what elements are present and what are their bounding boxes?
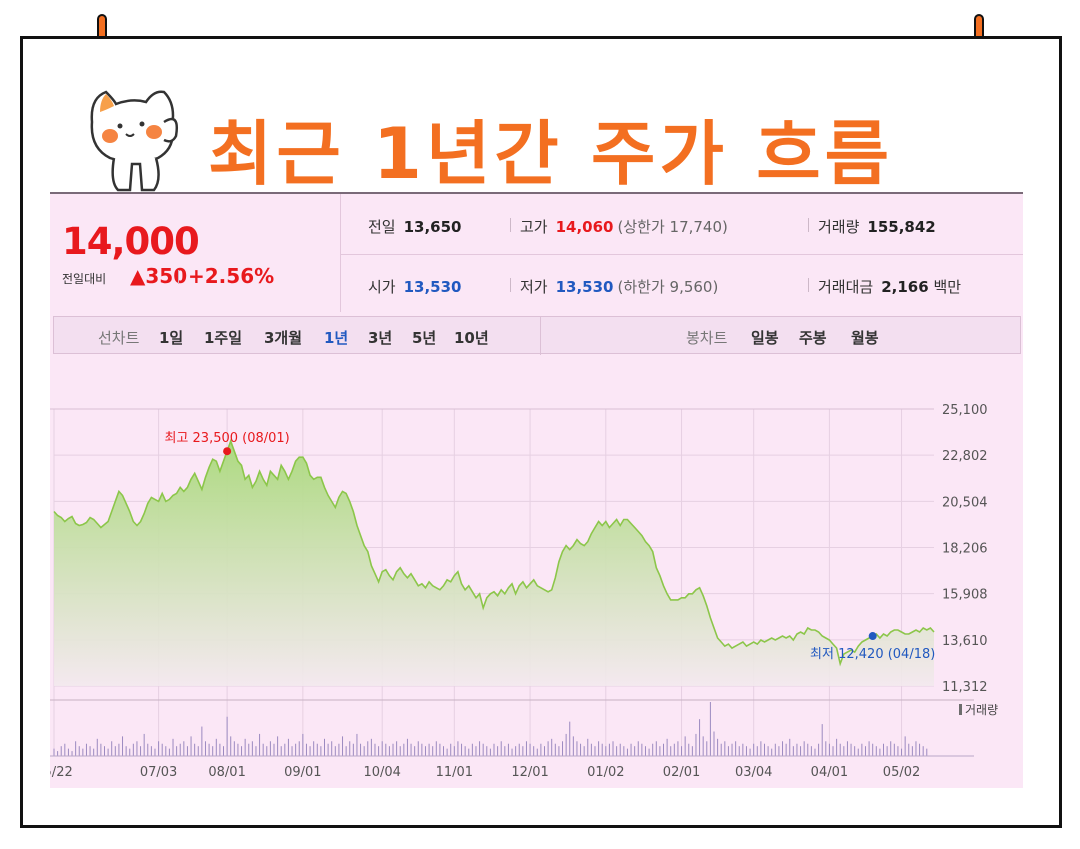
stat-high: 고가 14,060 (상한가 17,740): [520, 216, 728, 237]
x-tick-label: 02/01: [663, 765, 700, 780]
y-tick-label: 13,610: [942, 634, 988, 649]
tab-3y[interactable]: 3년: [368, 329, 393, 347]
tab-5y[interactable]: 5년: [412, 329, 437, 347]
chart-tabbar: 선차트 1일 1주일 3개월 1년 3년 5년 10년 봉차트 일봉 주봉 월봉: [53, 316, 1021, 355]
stat-prev: 전일 13,650: [368, 216, 462, 237]
stat-volume-label: 거래량: [818, 218, 860, 236]
low-marker: [868, 632, 877, 641]
tabbar-divider: [540, 317, 541, 355]
stat-amount: 거래대금 2,166 백만: [818, 276, 961, 297]
x-tick-label: 07/03: [140, 765, 177, 780]
y-tick-label: 11,312: [942, 680, 988, 695]
divider: [510, 278, 511, 292]
low-annotation: 최저 12,420 (04/18): [810, 647, 935, 662]
stock-panel: 14,000 전일대비 ▲350 +2.56% 전일 13,650 고가 14,06…: [50, 192, 1023, 788]
stat-high-label: 고가: [520, 218, 548, 236]
x-tick-label: 03/04: [735, 765, 772, 780]
cat-mascot-icon: [84, 82, 184, 198]
line-chart-label: 선차트: [98, 329, 140, 347]
price-area: [54, 441, 934, 686]
divider: [178, 270, 179, 284]
stat-low-sub: (하한가 9,560): [617, 278, 719, 296]
stat-amount-label: 거래대금: [818, 278, 874, 296]
x-tick-label: 04/01: [811, 765, 848, 780]
stat-high-sub: (상한가 17,740): [617, 218, 728, 236]
y-tick-label: 18,206: [942, 542, 988, 557]
high-marker: [223, 447, 232, 456]
stat-high-value: 14,060: [555, 218, 614, 236]
stat-amount-value: 2,166: [881, 278, 929, 296]
stat-amount-unit: 백만: [933, 278, 962, 296]
volume-legend-label: 거래량: [965, 703, 998, 717]
price-chart: 25,100 22,802 20,504 18,206 15,908 13,610 11,3…: [50, 403, 998, 780]
change-percent: +2.56%: [188, 264, 275, 288]
divider: [808, 218, 809, 232]
volume-legend-swatch: [959, 704, 962, 715]
stat-prev-label: 전일: [368, 218, 396, 236]
stat-open: 시가 13,530: [368, 276, 462, 297]
stat-low-value: 13,530: [555, 278, 614, 296]
x-tick-label: 08/01: [208, 765, 245, 780]
high-annotation: 최고 23,500 (08/01): [164, 431, 289, 446]
change-label: 전일대비: [62, 272, 107, 286]
tab-monthly[interactable]: 월봉: [851, 329, 879, 347]
tab-3m[interactable]: 3개월: [264, 329, 303, 347]
y-tick-label: 22,802: [942, 449, 988, 464]
divider: [510, 218, 511, 232]
stats-divider: [340, 254, 1023, 255]
stat-open-value: 13,530: [403, 278, 462, 296]
y-tick-label: 25,100: [942, 403, 988, 418]
stat-low-label: 저가: [520, 278, 548, 296]
x-tick-label: 05/22: [50, 765, 73, 780]
divider: [808, 278, 809, 292]
x-tick-label: 11/01: [436, 765, 473, 780]
page-title: 최근 1년간 주가 흐름: [208, 113, 894, 195]
x-tick-label: 09/01: [284, 765, 321, 780]
x-tick-label: 10/04: [363, 765, 400, 780]
tab-1d[interactable]: 1일: [159, 329, 184, 347]
change-value: ▲350: [130, 264, 188, 288]
quote-summary: 14,000 전일대비 ▲350 +2.56%: [50, 194, 341, 312]
y-tick-label: 20,504: [942, 495, 988, 510]
stat-low: 저가 13,530 (하한가 9,560): [520, 276, 718, 297]
tab-daily[interactable]: 일봉: [751, 329, 779, 347]
y-tick-label: 15,908: [942, 588, 988, 603]
stat-prev-value: 13,650: [403, 218, 462, 236]
panel-top-border: [50, 192, 1023, 194]
price-line: [53, 438, 935, 667]
stat-volume-value: 155,842: [867, 218, 936, 236]
x-tick-label: 01/02: [587, 765, 624, 780]
stat-open-label: 시가: [368, 278, 396, 296]
tab-1w[interactable]: 1주일: [204, 329, 243, 347]
tab-10y[interactable]: 10년: [454, 329, 489, 347]
current-price: 14,000: [62, 220, 200, 263]
tab-1y[interactable]: 1년: [324, 329, 349, 347]
stat-volume: 거래량 155,842: [818, 216, 936, 237]
x-tick-label: 12/01: [511, 765, 548, 780]
tab-weekly[interactable]: 주봉: [799, 329, 827, 347]
x-tick-label: 05/02: [883, 765, 920, 780]
candle-chart-label: 봉차트: [686, 329, 728, 347]
